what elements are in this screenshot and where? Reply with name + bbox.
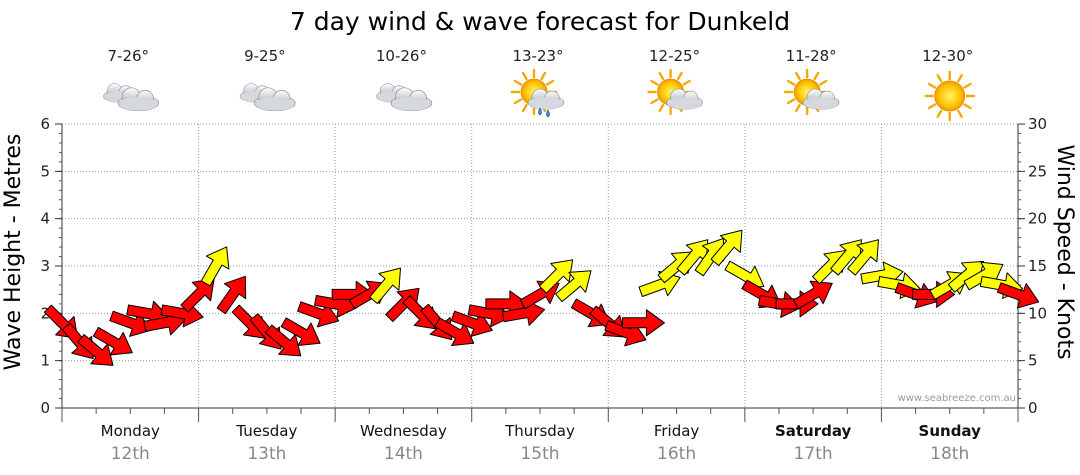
right-tick-label: 30 (1028, 115, 1047, 133)
left-tick-label: 5 (40, 162, 50, 180)
left-tick-label: 3 (40, 257, 50, 275)
day-name-label: Sunday (919, 422, 982, 440)
wind-arrow (621, 309, 665, 337)
wind-arrow (555, 270, 592, 303)
sun-icon (924, 70, 975, 122)
day-date-label: 12th (111, 444, 150, 464)
day-name-label: Tuesday (235, 422, 297, 440)
wind-arrow (538, 259, 574, 294)
day-temp-range: 12-25° (649, 47, 700, 65)
right-tick-label: 5 (1028, 352, 1038, 370)
cloudy-icon (239, 83, 296, 112)
sun-cloud-icon (647, 68, 703, 116)
day-date-label: 17th (794, 444, 833, 464)
sun-cloud-showers-icon (510, 68, 565, 118)
left-tick-label: 1 (40, 352, 50, 370)
wind-arrow (180, 278, 215, 313)
wind-arrow (676, 239, 709, 276)
wind-arrow (216, 275, 247, 315)
day-temp-range: 12-30° (922, 47, 973, 65)
day-name-label: Saturday (775, 422, 852, 440)
day-date-label: 13th (247, 444, 286, 464)
right-tick-label: 20 (1028, 210, 1047, 228)
day-date-label: 15th (520, 444, 559, 464)
day-name-label: Monday (101, 422, 160, 440)
day-name-label: Wednesday (360, 422, 447, 440)
left-axis-title: Wave Height - Metres (1, 134, 26, 371)
wind-arrow (369, 267, 401, 304)
wind-arrow (996, 282, 1040, 309)
wind-arrow (280, 317, 321, 347)
wind-arrow (77, 334, 114, 366)
right-tick-label: 0 (1028, 399, 1038, 417)
wind-arrows (43, 229, 1040, 366)
wind-arrow (92, 326, 133, 356)
axes: 0123456051015202530 (40, 115, 1047, 422)
day-temp-range: 13-23° (512, 47, 563, 65)
left-tick-label: 6 (40, 115, 50, 133)
right-tick-label: 15 (1028, 257, 1047, 275)
day-name-label: Friday (654, 422, 700, 440)
day-forecast-header: 7-26° 9-25° 10-26° 13-23° 12-25° 11-28° 12-30° (103, 47, 975, 122)
cloudy-icon (376, 83, 433, 112)
sun-cloud-icon (783, 68, 840, 116)
left-tick-label: 0 (40, 399, 50, 417)
right-tick-label: 10 (1028, 304, 1047, 322)
day-temp-range: 10-26° (376, 47, 427, 65)
left-tick-label: 4 (40, 210, 50, 228)
wind-arrow (264, 324, 302, 357)
right-tick-label: 25 (1028, 162, 1047, 180)
day-temp-range: 7-26° (108, 47, 150, 65)
wind-arrow (847, 239, 879, 276)
day-date-label: 16th (657, 444, 696, 464)
day-temp-range: 11-28° (786, 47, 837, 65)
wind-arrow (200, 246, 230, 287)
day-labels: Monday 12th Tuesday 13th Wednesday 14th Thursd… (101, 422, 981, 464)
credit-text: www.seabreeze.com.au (898, 393, 1016, 404)
day-date-label: 18th (930, 444, 969, 464)
cloudy-icon (103, 83, 160, 112)
chart-title: 7 day wind & wave forecast for Dunkeld (290, 7, 790, 36)
right-axis-title: Wind Speed - Knots (1052, 144, 1077, 359)
wind-arrow (710, 229, 743, 267)
day-name-label: Thursday (504, 422, 575, 440)
wind-arrow (792, 280, 833, 310)
day-temp-range: 9-25° (244, 47, 286, 65)
day-date-label: 14th (384, 444, 423, 464)
wind-arrow (830, 239, 862, 276)
